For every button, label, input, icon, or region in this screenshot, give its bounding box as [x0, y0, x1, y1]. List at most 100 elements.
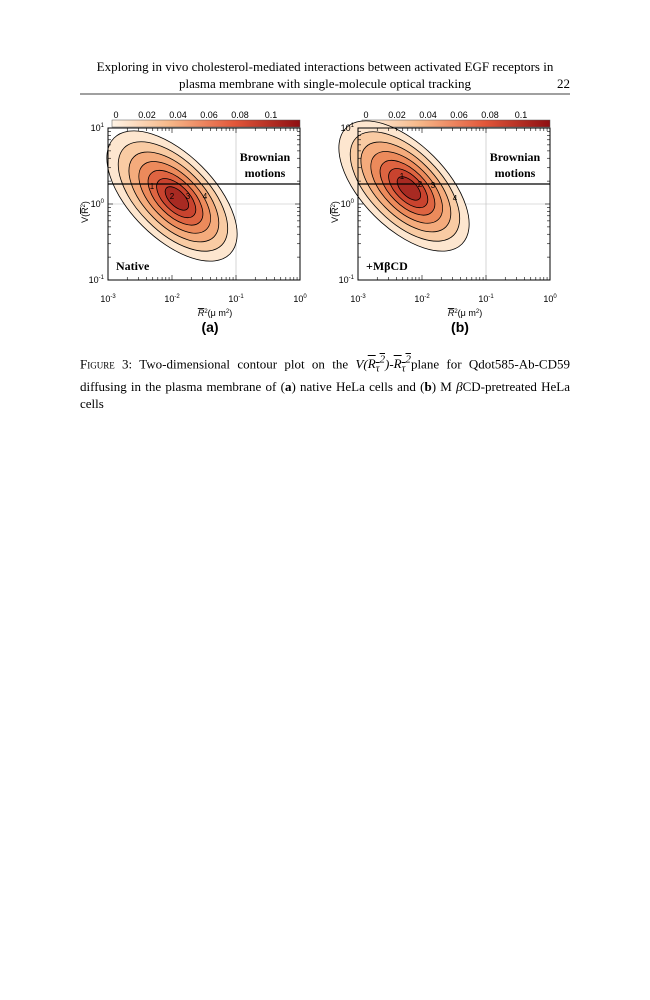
- math: R: [393, 356, 402, 372]
- caption-text: β: [456, 378, 463, 394]
- tick-exp: 0: [553, 294, 557, 300]
- tick-exp: -1: [488, 294, 494, 300]
- x-tick-label: 10-1: [228, 294, 244, 304]
- y-tick-label: 10-1: [89, 275, 105, 285]
- colorbar-tick-label: 0.1: [515, 110, 528, 120]
- label-part: ): [80, 201, 90, 204]
- tick-base: 10: [339, 275, 349, 285]
- panel-label: (a): [201, 319, 218, 335]
- label-part: (μ m: [458, 308, 476, 318]
- x-tick-label: 10-1: [478, 294, 494, 304]
- tick-exp: -2: [174, 294, 180, 300]
- tick-exp: 0: [351, 199, 355, 205]
- tick-base: 10: [91, 123, 101, 133]
- contour: [396, 176, 422, 201]
- caption-text: plane for Qdot585-Ab-CD59 diffusing in t…: [80, 356, 570, 394]
- label-part: V(: [80, 214, 90, 223]
- label-part: 2: [226, 309, 230, 315]
- label-part: R: [80, 207, 90, 214]
- x-tick-label: 10-3: [350, 294, 366, 304]
- math: V(: [355, 356, 368, 372]
- caption-text: CD-pretreated HeLa cells: [80, 378, 571, 411]
- colorbar-tick-label: 0.1: [265, 110, 278, 120]
- x-axis-label: R2(μ m2): [198, 308, 232, 318]
- math: R: [367, 356, 376, 372]
- tick-base: 10: [228, 294, 238, 304]
- tick-base: 10: [341, 199, 351, 209]
- y-tick-label: 101: [341, 123, 355, 133]
- caption-label: Figure 3:: [80, 356, 133, 372]
- tick-base: 10: [100, 294, 110, 304]
- contour-label: 4: [203, 192, 208, 201]
- contour-label: 2: [170, 192, 175, 201]
- label-part: 2: [331, 203, 337, 207]
- tick-base: 10: [543, 294, 553, 304]
- region-label: Brownian: [240, 150, 291, 164]
- panel: 00.020.040.060.080.1123410-310-210-11001…: [330, 110, 557, 335]
- region-label: Brownian: [490, 150, 541, 164]
- tick-exp: 1: [351, 123, 355, 129]
- label-part: R: [198, 308, 205, 318]
- colorbar-tick-label: 0.06: [450, 110, 468, 120]
- colorbar: [111, 119, 301, 128]
- x-tick-label: 10-3: [100, 294, 116, 304]
- contour-label: 1: [150, 182, 155, 191]
- contour-label: 3: [186, 192, 191, 201]
- label-part: ): [479, 308, 482, 318]
- tick-exp: -3: [110, 294, 116, 300]
- colorbar-tick-label: 0.08: [481, 110, 499, 120]
- y-tick-label: 10-1: [339, 275, 355, 285]
- math: )-: [385, 356, 394, 372]
- x-tick-label: 100: [293, 294, 307, 304]
- header-line: plasma membrane with single-molecule opt…: [179, 76, 472, 91]
- colorbar-tick-label: 0.08: [231, 110, 249, 120]
- y-axis-label: V(R2): [330, 201, 340, 223]
- colorbar-tick-label: 0: [363, 110, 368, 120]
- tick-exp: 0: [101, 199, 105, 205]
- math: τ: [401, 362, 406, 375]
- tick-exp: -1: [349, 275, 355, 281]
- tick-exp: -1: [238, 294, 244, 300]
- region-label: motions: [245, 166, 286, 180]
- tick-base: 10: [89, 275, 99, 285]
- label-part: V(: [330, 214, 340, 223]
- tick-exp: -2: [424, 294, 430, 300]
- y-tick-label: 100: [341, 199, 355, 209]
- tick-base: 10: [414, 294, 424, 304]
- math: 2: [379, 354, 385, 366]
- caption-text: Two-dimensional contour plot on the: [132, 356, 356, 372]
- tick-exp: 0: [303, 294, 307, 300]
- contour-label: 1: [400, 172, 405, 181]
- tick-exp: -3: [360, 294, 366, 300]
- colorbar-tick-label: 0.02: [388, 110, 406, 120]
- tick-base: 10: [164, 294, 174, 304]
- math: Rτ2: [367, 354, 385, 375]
- panel-label: (b): [451, 319, 469, 335]
- caption-text: ) M: [431, 378, 457, 394]
- contour-label: 4: [453, 194, 458, 203]
- label-part: (μ m: [208, 308, 226, 318]
- x-tick-label: 10-2: [414, 294, 430, 304]
- math: 2: [405, 354, 411, 366]
- x-tick-label: 100: [543, 294, 557, 304]
- tick-exp: 1: [101, 123, 105, 129]
- math: Rτ2: [393, 354, 411, 375]
- x-axis-label: R2(μ m2): [448, 308, 482, 318]
- tick-base: 10: [293, 294, 303, 304]
- tick-base: 10: [341, 123, 351, 133]
- caption: Figure 3: Two-dimensional contour plot o…: [80, 352, 570, 412]
- colorbar-tick-label: 0.06: [200, 110, 218, 120]
- contour-label: 3: [431, 181, 436, 190]
- label-part: R: [448, 308, 455, 318]
- colorbar-tick-label: 0.04: [169, 110, 187, 120]
- condition-label: +MβCD: [366, 259, 408, 273]
- label-part: 2: [81, 203, 87, 207]
- label-part: ): [229, 308, 232, 318]
- figure-canvas: Exploring in vivo cholesterol-mediated i…: [80, 59, 570, 335]
- region-label: motions: [495, 166, 536, 180]
- colorbar-tick-label: 0: [113, 110, 118, 120]
- y-axis-label: V(R2): [80, 201, 90, 223]
- tick-base: 10: [91, 199, 101, 209]
- colorbar-tick-label: 0.02: [138, 110, 156, 120]
